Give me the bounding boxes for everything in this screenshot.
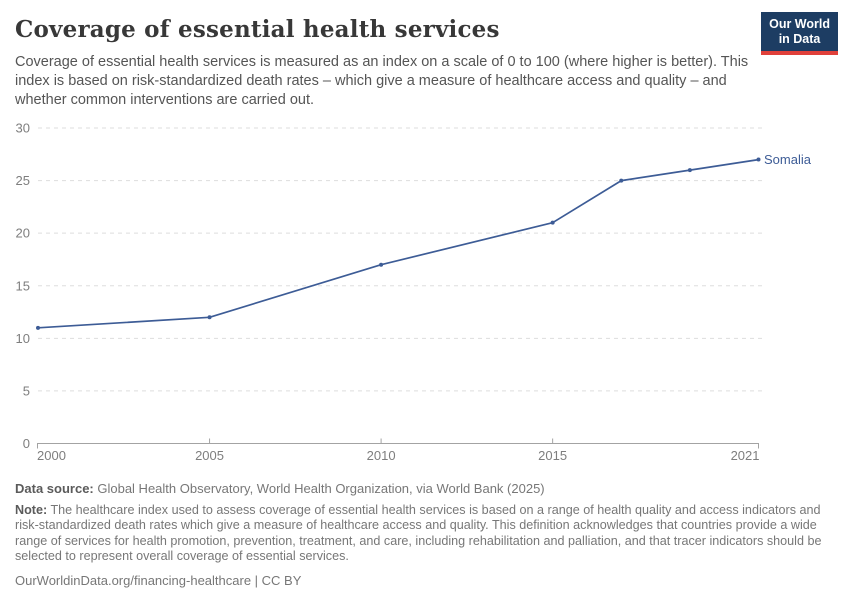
y-tick-label: 30 [16, 121, 30, 136]
data-source-line: Data source: Global Health Observatory, … [15, 481, 839, 497]
data-source-label: Data source: [15, 481, 94, 496]
chart-subtitle: Coverage of essential health services is… [15, 54, 749, 108]
separator: | [251, 572, 262, 588]
data-point-marker [687, 168, 692, 173]
series-line-somalia [37, 158, 760, 329]
y-tick-label: 15 [16, 278, 30, 293]
x-tick-label: 2021 [731, 448, 760, 463]
data-point-marker [619, 178, 624, 183]
data-source-text: Global Health Observatory, World Health … [93, 481, 545, 496]
owid-logo-line1: Our World [769, 17, 830, 31]
owid-logo-line2: in Data [778, 32, 821, 46]
series-end-label: Somalia [764, 152, 812, 167]
data-point-marker [756, 157, 761, 162]
data-point-marker [36, 325, 40, 330]
y-tick-label: 5 [23, 383, 30, 398]
x-tick-label: 2010 [367, 448, 396, 463]
note-text: The healthcare index used to assess cove… [15, 503, 822, 564]
note-label: Note: [15, 503, 48, 517]
owid-logo: Our World in Data [761, 12, 838, 55]
x-tick-label: 2005 [195, 448, 224, 463]
owid-url: OurWorldinData.org/financing-healthcare [15, 572, 252, 588]
y-tick-label: 0 [23, 436, 30, 451]
data-point-marker [379, 262, 384, 267]
x-tick-label: 2000 [37, 448, 66, 463]
attribution-line: OurWorldinData.org/financing-healthcare … [15, 573, 839, 589]
page-title: Coverage of essential health services [15, 16, 500, 43]
note-line: Note: The healthcare index used to asses… [15, 503, 839, 565]
data-point-marker [550, 220, 555, 225]
y-tick-label: 20 [16, 226, 30, 241]
license-label: CC BY [261, 572, 302, 588]
data-point-marker [207, 315, 212, 320]
y-tick-label: 25 [16, 173, 30, 188]
y-tick-label: 10 [16, 331, 30, 346]
x-tick-label: 2015 [538, 448, 567, 463]
chart-footer: Data source: Global Health Observatory, … [15, 481, 839, 589]
